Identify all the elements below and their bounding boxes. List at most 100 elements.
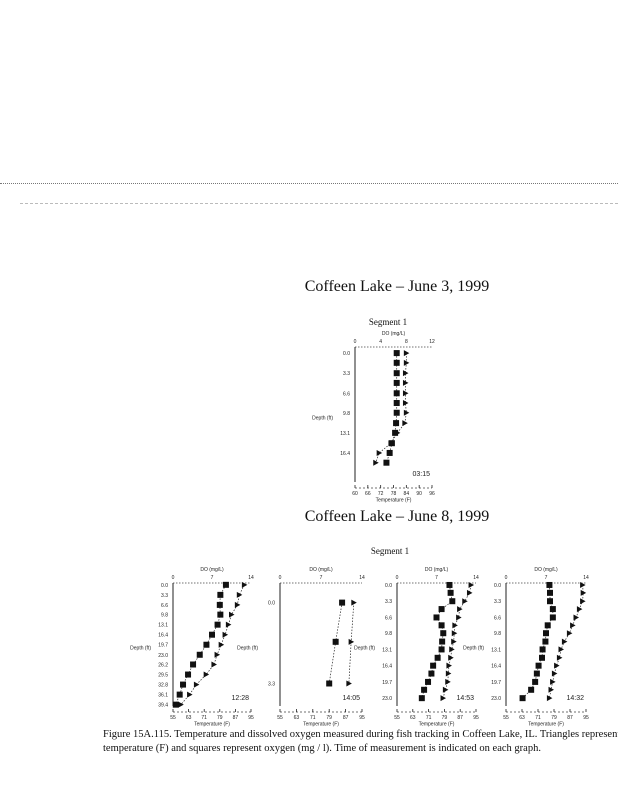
temperature-point — [451, 630, 458, 637]
do-axis-label: DO (mg/L) — [382, 331, 406, 337]
oxygen-point — [393, 359, 400, 366]
oxygen-point — [542, 638, 549, 645]
oxygen-point — [326, 680, 333, 687]
temperature-point — [236, 591, 243, 598]
section1-title: Coffeen Lake – June 3, 1999 — [304, 278, 490, 295]
temperature-point — [449, 646, 455, 653]
temperature-point — [580, 581, 586, 588]
time-label: 14:05 — [342, 695, 360, 702]
depth-tick-label: 19.7 — [491, 680, 501, 686]
temp-tick-label: 79 — [551, 715, 557, 721]
temperature-point — [203, 671, 210, 678]
time-label: 03:15 — [412, 471, 430, 478]
temperature-point — [558, 646, 564, 653]
oxygen-point — [528, 686, 535, 693]
temperature-line — [180, 584, 245, 705]
depth-tick-label: 9.8 — [385, 631, 392, 637]
depth-tick-label: 39.4 — [158, 703, 168, 709]
depth-axis-label: Depth (ft) — [130, 646, 151, 652]
depth-axis-label: Depth (ft) — [463, 646, 484, 652]
oxygen-point — [547, 589, 553, 596]
oxygen-point — [549, 614, 556, 621]
oxygen-point — [546, 581, 553, 588]
oxygen-point — [421, 686, 428, 693]
header-marks — [20, 203, 618, 204]
temperature-point — [445, 678, 451, 685]
temperature-point — [178, 701, 184, 708]
temperature-point — [448, 654, 454, 661]
oxygen-point — [434, 654, 441, 661]
oxygen-point — [547, 598, 553, 605]
temperature-point — [402, 400, 409, 407]
temp-tick-label: 55 — [394, 715, 400, 721]
temp-tick-label: 71 — [535, 715, 541, 721]
temp-tick-label: 78 — [391, 491, 397, 497]
do-tick-label: 0 — [505, 575, 508, 581]
oxygen-point — [543, 630, 549, 637]
depth-tick-label: 3.3 — [494, 599, 501, 605]
oxygen-point — [393, 420, 400, 427]
oxygen-point — [393, 350, 400, 357]
temp-axis-label: Temperature (F) — [419, 722, 455, 728]
depth-tick-label: 16.4 — [340, 451, 350, 457]
temperature-point — [456, 614, 462, 621]
oxygen-point — [392, 429, 399, 436]
temperature-point — [566, 630, 573, 637]
depth-tick-label: 19.7 — [382, 680, 392, 686]
oxygen-point — [217, 591, 224, 598]
time-label: 14:32 — [566, 695, 584, 702]
oxygen-point — [388, 440, 395, 447]
temperature-point — [241, 581, 248, 588]
do-tick-label: 14 — [583, 575, 589, 581]
temperature-point — [468, 581, 475, 588]
temperature-point — [576, 606, 583, 613]
header-rule — [0, 183, 618, 184]
temperature-point — [452, 622, 458, 629]
oxygen-point — [440, 630, 447, 637]
temp-tick-label: 95 — [583, 715, 589, 721]
caption-line-2: temperature (F) and squares represent ox… — [103, 743, 541, 754]
oxygen-point — [176, 691, 183, 698]
temperature-point — [573, 614, 579, 621]
oxygen-point — [386, 449, 393, 456]
temp-axis-label: Temperature (F) — [303, 722, 339, 728]
temperature-point — [351, 599, 357, 606]
temp-tick-label: 87 — [457, 715, 463, 721]
depth-tick-label: 13.1 — [491, 647, 501, 653]
temperature-point — [229, 611, 235, 618]
temp-tick-label: 95 — [473, 715, 479, 721]
do-tick-label: 0 — [279, 575, 282, 581]
oxygen-point — [217, 611, 224, 618]
depth-tick-label: 16.4 — [158, 633, 168, 639]
oxygen-point — [190, 661, 197, 668]
temp-tick-label: 72 — [378, 491, 384, 497]
temp-tick-label: 63 — [186, 715, 192, 721]
oxygen-point — [438, 646, 445, 653]
oxygen-point — [446, 581, 453, 588]
temperature-point — [187, 691, 193, 698]
temperature-point — [546, 695, 553, 702]
depth-tick-label: 6.6 — [343, 391, 350, 397]
do-tick-label: 14 — [359, 575, 365, 581]
temperature-point — [445, 670, 452, 677]
temperature-point — [214, 651, 221, 658]
oxygen-point — [539, 654, 545, 661]
depth-tick-label: 9.8 — [161, 613, 168, 619]
depth-tick-label: 3.3 — [343, 371, 350, 377]
temp-tick-label: 71 — [201, 715, 207, 721]
do-tick-label: 0 — [172, 575, 175, 581]
oxygen-point — [438, 606, 445, 613]
depth-tick-label: 16.4 — [382, 664, 392, 670]
depth-tick-label: 9.8 — [494, 631, 501, 637]
temp-tick-label: 60 — [352, 491, 358, 497]
do-tick-label: 7 — [211, 575, 214, 581]
temperature-point — [218, 641, 225, 648]
oxygen-point — [549, 606, 556, 613]
depth-tick-label: 13.1 — [158, 623, 168, 629]
do-tick-label: 12 — [429, 339, 435, 345]
oxygen-point — [172, 701, 179, 708]
do-tick-label: 0 — [354, 339, 357, 345]
oxygen-point — [214, 621, 221, 628]
oxygen-point — [185, 671, 192, 678]
